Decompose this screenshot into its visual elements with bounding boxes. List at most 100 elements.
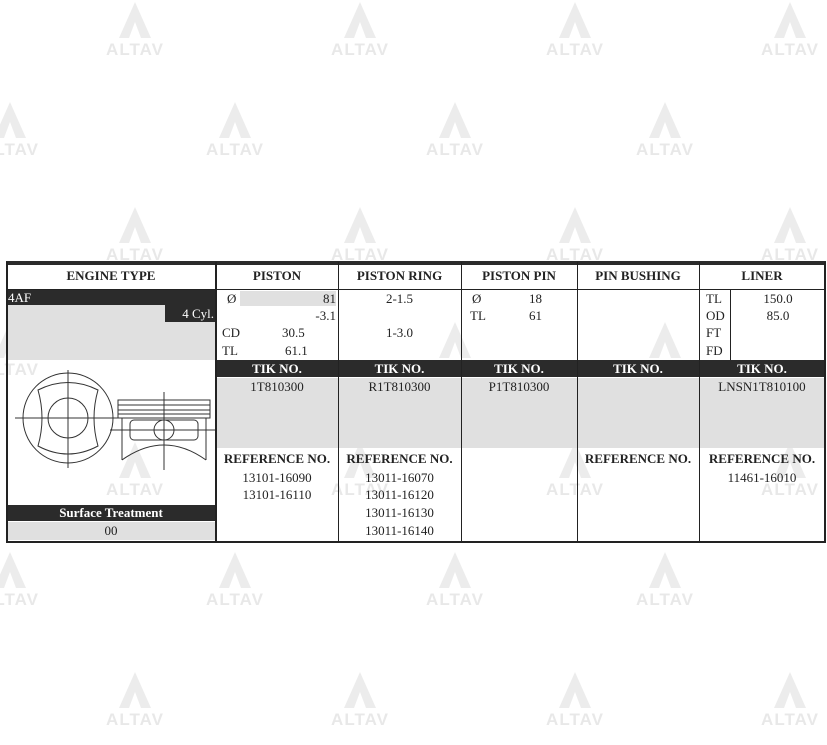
watermark-text: ALTAV xyxy=(106,245,164,264)
altav-watermark-logo: ALTAV xyxy=(100,205,170,265)
header-pin-bushing: PIN BUSHING xyxy=(595,268,681,283)
watermark-text: ALTAV xyxy=(106,480,164,499)
divider xyxy=(6,541,826,543)
piston-tik: 1T810300 xyxy=(250,379,304,394)
piston-diameter-label: Ø xyxy=(227,291,237,306)
top-border xyxy=(6,261,826,265)
piston-cd-label: CD xyxy=(222,325,241,340)
altav-watermark-logo: ALTAV xyxy=(540,670,610,730)
header-engine-type: ENGINE TYPE xyxy=(66,268,156,283)
bushing-ref-label: REFERENCE NO. xyxy=(584,451,692,466)
watermark-text: ALTAV xyxy=(636,590,694,609)
altav-watermark-logo: ALTAV xyxy=(200,100,270,160)
altav-watermark-logo: ALTAV xyxy=(755,0,825,60)
watermark-text: ALTAV xyxy=(636,140,694,159)
piston-ref: 13101-16110 xyxy=(242,487,312,502)
altav-watermark-logo: ALTAV xyxy=(755,670,825,730)
engine-code: 4AF xyxy=(6,290,216,305)
liner-label: TL xyxy=(706,291,722,306)
watermark-text: ALTAV xyxy=(331,245,389,264)
divider xyxy=(824,262,826,543)
watermark-text: ALTAV xyxy=(761,480,819,499)
ring-value: 1-3.0 xyxy=(385,325,414,340)
tik-bar xyxy=(217,360,825,377)
ring-ref: 13011-16140 xyxy=(365,523,434,538)
altav-watermark-logo: ALTAV xyxy=(200,550,270,610)
altav-watermark-logo: ALTAV xyxy=(325,0,395,60)
altav-watermark-logo: ALTAV xyxy=(630,100,700,160)
altav-watermark-logo: ALTAV xyxy=(540,0,610,60)
watermark-text: ALTAV xyxy=(546,245,604,264)
liner-label: OD xyxy=(706,308,725,323)
altav-watermark-logo: ALTAV xyxy=(630,550,700,610)
altav-watermark-logo: ALTAV xyxy=(325,440,395,500)
divider xyxy=(6,289,826,290)
liner-tik-label: TIK NO. xyxy=(737,361,787,376)
divider xyxy=(215,262,217,543)
altav-watermark-logo: ALTAV xyxy=(325,670,395,730)
liner-label: FD xyxy=(706,343,723,358)
divider xyxy=(461,262,462,543)
header-piston-pin: PISTON PIN xyxy=(482,268,556,283)
piston-ref: 13101-16090 xyxy=(242,470,312,485)
bushing-tik-label: TIK NO. xyxy=(613,361,663,376)
surface-treatment-value: 00 xyxy=(104,523,118,538)
liner-label: FT xyxy=(706,325,722,340)
divider xyxy=(699,262,700,543)
watermark-text: ALTAV xyxy=(546,40,604,59)
header-piston-ring: PISTON RING xyxy=(356,268,443,283)
altav-watermark-logo: ALTAV xyxy=(325,205,395,265)
altav-watermark-logo: ALTAV xyxy=(540,440,610,500)
liner-tik: LNSN1T810100 xyxy=(718,379,806,394)
liner-ref-label: REFERENCE NO. xyxy=(708,451,816,466)
pin-diameter-label: Ø xyxy=(472,291,482,306)
watermark-text: ALTAV xyxy=(426,590,484,609)
header-piston: PISTON xyxy=(252,268,302,283)
piston-cd: 30.5 xyxy=(282,325,305,340)
altav-watermark-logo: ALTAV xyxy=(100,670,170,730)
watermark-text: ALTAV xyxy=(106,710,164,729)
piston-tik-label: TIK NO. xyxy=(252,361,302,376)
divider xyxy=(577,262,578,543)
altav-watermark-logo: ALTAV xyxy=(100,440,170,500)
piston-tl-label: TL xyxy=(222,343,238,358)
piston-diameter: 81 xyxy=(323,291,336,306)
piston-diameter-bg xyxy=(240,291,336,306)
watermark-text: ALTAV xyxy=(106,40,164,59)
surface-treatment-label: Surface Treatment xyxy=(6,505,216,521)
watermark-text: ALTAV xyxy=(546,710,604,729)
altav-watermark-logo: ALTAV xyxy=(100,0,170,60)
pin-tik-label: TIK NO. xyxy=(494,361,544,376)
surface-grey xyxy=(6,522,216,540)
ring-tik: R1T810300 xyxy=(368,379,431,394)
altav-watermark-logo: ALTAV xyxy=(540,205,610,265)
watermark-text: ALTAV xyxy=(331,480,389,499)
ring-ref-label: REFERENCE NO. xyxy=(346,451,453,466)
divider xyxy=(730,290,731,360)
divider xyxy=(338,262,339,543)
watermark-text: ALTAV xyxy=(761,245,819,264)
piston-offset: -3.1 xyxy=(315,308,336,323)
ring-ref: 13011-16120 xyxy=(365,487,434,502)
watermark-text: ALTAV xyxy=(331,40,389,59)
watermark-text: ALTAV xyxy=(546,480,604,499)
watermark-text: ALTAV xyxy=(206,590,264,609)
pin-tik: P1T810300 xyxy=(488,379,550,394)
watermark-text: ALTAV xyxy=(206,140,264,159)
divider xyxy=(6,262,8,543)
altav-watermark-logo: ALTAV xyxy=(0,550,45,610)
ring-tik-label: TIK NO. xyxy=(374,361,425,376)
header-liner: LINER xyxy=(741,268,783,283)
engine-cylinders: 4 Cyl. xyxy=(165,305,216,322)
piston-tl: 61.1 xyxy=(285,343,308,358)
watermark-text: ALTAV xyxy=(426,140,484,159)
watermark-text: ALTAV xyxy=(761,710,819,729)
watermark-text: ALTAV xyxy=(0,590,39,609)
liner-od: 85.0 xyxy=(766,308,790,323)
watermark-text: ALTAV xyxy=(761,40,819,59)
piston-drawing xyxy=(10,370,216,500)
pin-tl: 61 xyxy=(529,308,542,323)
tik-grey-band xyxy=(217,378,825,448)
ring-ref: 13011-16070 xyxy=(365,470,434,485)
pin-tl-label: TL xyxy=(470,308,486,323)
